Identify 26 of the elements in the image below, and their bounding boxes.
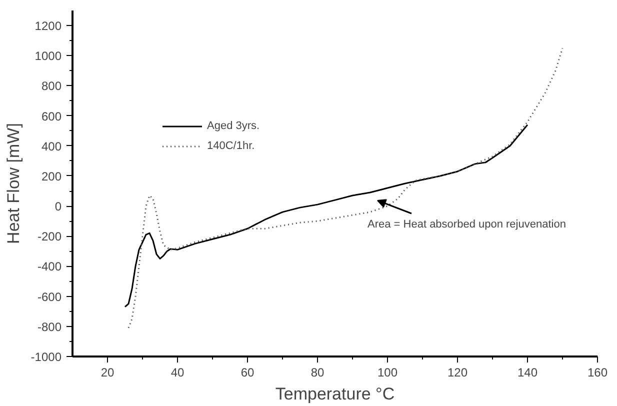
x-tick-label: 40 <box>170 366 184 380</box>
y-tick-label: -800 <box>37 320 62 334</box>
line-series <box>128 47 564 329</box>
y-tick-label: -400 <box>37 260 62 274</box>
annotation: Area = Heat absorbed upon rejuvenation <box>368 218 566 230</box>
y-tick-label: 800 <box>41 79 62 94</box>
y-tick-label: -1000 <box>30 350 62 364</box>
x-tick-label: 140 <box>517 366 538 380</box>
x-tick-label: 80 <box>310 366 324 380</box>
x-tick-label: 60 <box>240 366 254 380</box>
legend-label: 140C/1hr. <box>207 140 255 152</box>
x-axis-title: Temperature °C <box>275 384 395 404</box>
y-tick-label: 0 <box>54 200 62 214</box>
y-tick-label: 400 <box>41 139 62 154</box>
x-tick-label: 20 <box>100 366 114 380</box>
y-tick-label: 200 <box>41 169 62 184</box>
x-tick-label: 100 <box>377 366 398 380</box>
y-tick-label: 600 <box>41 109 62 124</box>
y-tick-label: -600 <box>37 290 62 304</box>
legend-label: Aged 3yrs. <box>207 120 260 132</box>
x-tick-label: 160 <box>587 366 608 380</box>
y-tick-label: 1200 <box>34 19 62 34</box>
y-tick-label: 1000 <box>34 49 62 64</box>
y-axis-title: Heat Flow [mW] <box>4 123 23 244</box>
x-tick-label: 120 <box>447 366 468 380</box>
y-tick-label: -200 <box>37 230 62 244</box>
